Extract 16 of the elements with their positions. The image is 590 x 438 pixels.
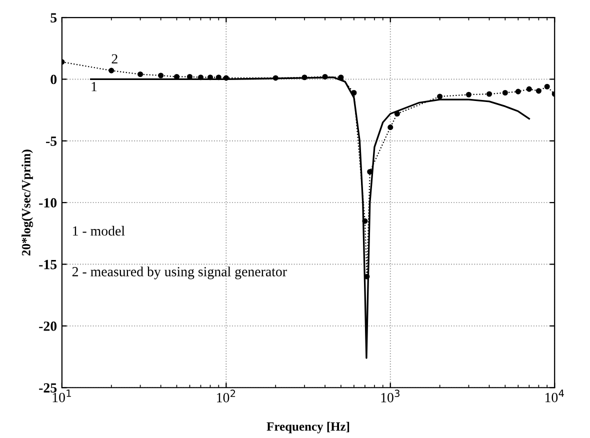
x-axis-title: Frequency [Hz] xyxy=(266,422,350,434)
y-tick-label: -5 xyxy=(46,136,57,146)
y-tick-label: -10 xyxy=(39,198,57,208)
annotation: 1 xyxy=(92,82,97,92)
y-tick-label: -15 xyxy=(39,260,57,270)
y-tick-label: 0 xyxy=(50,74,57,84)
y-tick-label: 5 xyxy=(50,13,57,22)
x-tick-label: 10$^{4}$ xyxy=(545,390,564,402)
x-tick-label: 10$^{2}$ xyxy=(217,390,236,402)
y-tick-label: -20 xyxy=(39,322,57,331)
y-axis-title: 20*log(Vsec/Vprim) xyxy=(22,150,34,256)
annotation: 2 xyxy=(112,54,118,64)
y-tick-label: -25 xyxy=(39,383,57,393)
annotation: 1 - model xyxy=(73,226,125,236)
x-tick-label: 10$^{3}$ xyxy=(381,390,400,402)
annotation: 2 - measured by using signal generator xyxy=(72,266,287,280)
